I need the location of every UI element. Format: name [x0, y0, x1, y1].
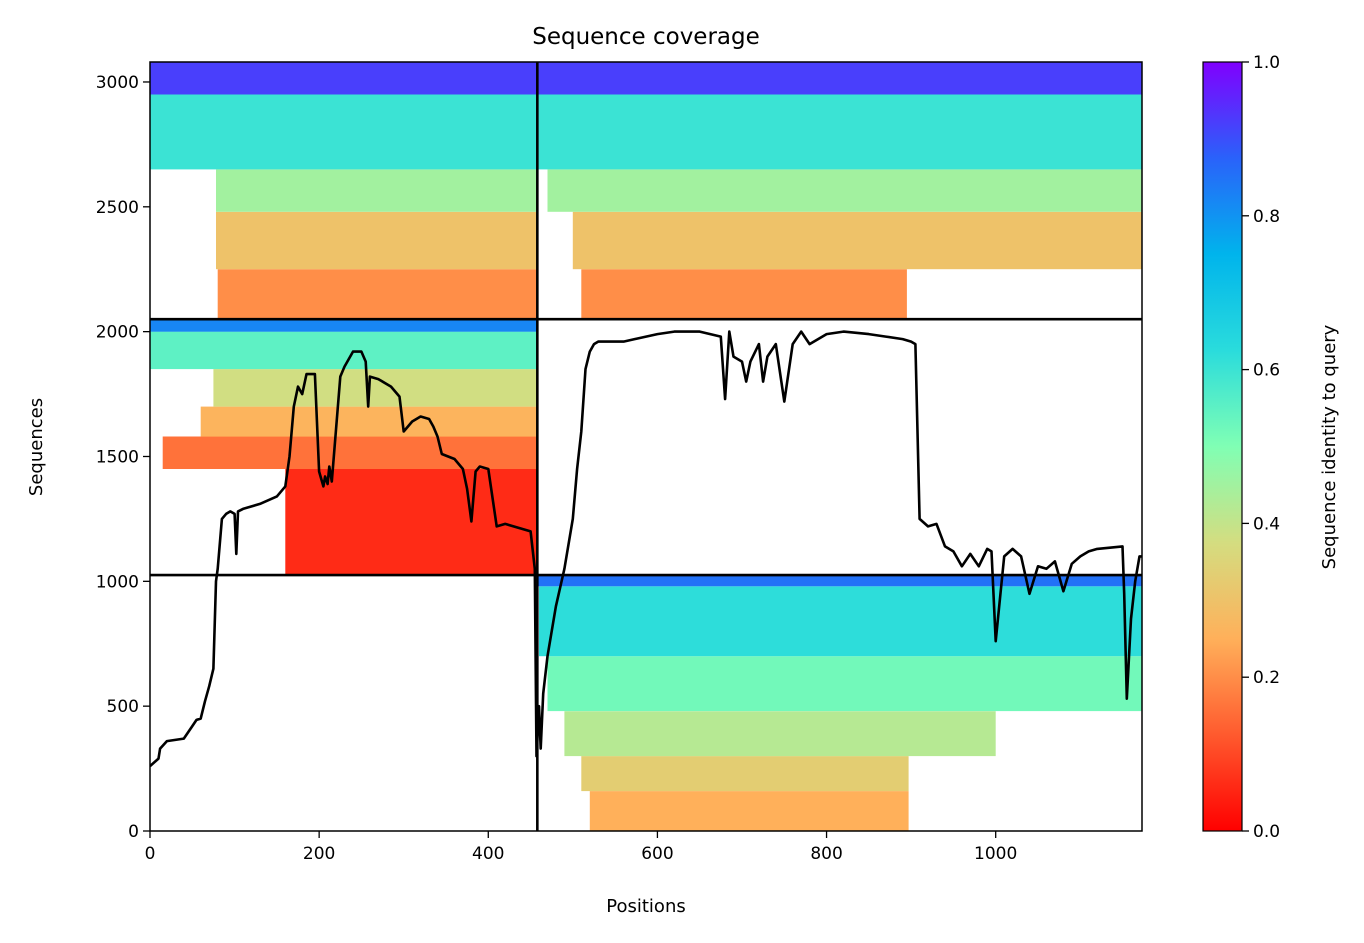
colorbar-tick-label: 1.0	[1253, 53, 1280, 73]
block-lower-right-band-2	[564, 711, 996, 757]
colorbar-label: Sequence identity to query	[1319, 324, 1340, 569]
colorbar	[1202, 61, 1243, 832]
block-lower-right-band-4	[539, 586, 1142, 657]
x-tick-label: 200	[303, 844, 335, 864]
block-lower-right-band-3	[547, 656, 1142, 712]
block-lower-right-band-1	[581, 756, 909, 792]
block-upper-right-band-0	[581, 269, 907, 320]
colorbar-tick-label: 0.0	[1253, 822, 1280, 842]
y-tick-label: 2000	[96, 323, 139, 343]
x-axis: 0 200 400 600 800 1000	[145, 831, 1017, 864]
block-middle-left-band-4	[150, 331, 538, 370]
block-upper-left-band-1	[216, 211, 538, 270]
block-upper-right-band-2	[547, 169, 1142, 212]
colorbar-tick-label: 0.8	[1253, 207, 1280, 227]
colorbar-tick-label: 0.4	[1253, 514, 1280, 534]
block-lower-right-band-0	[589, 791, 909, 831]
y-tick-label: 1000	[96, 572, 139, 592]
block-upper-right-band-1	[572, 211, 1142, 270]
block-middle-left-band-3	[213, 369, 538, 407]
block-upper-right-band-3	[537, 94, 1142, 170]
x-tick-label: 400	[472, 844, 504, 864]
colorbar-ticks: 0.0 0.2 0.4 0.6 0.8 1.0	[1242, 53, 1280, 842]
y-tick-label: 1500	[96, 447, 139, 467]
y-tick-label: 500	[107, 697, 139, 717]
block-upper-left-band-0	[217, 269, 538, 320]
x-tick-label: 1000	[974, 844, 1017, 864]
x-tick-label: 600	[641, 844, 673, 864]
coverage-line	[150, 330, 1142, 768]
x-axis-label: Positions	[606, 896, 685, 917]
block-middle-left-band-5	[150, 319, 538, 332]
plot-frame	[149, 61, 1143, 832]
y-tick-label: 3000	[96, 73, 139, 93]
y-axis: 0 500 1000 1500 2000 2500 3000	[96, 73, 150, 842]
block-upper-left-band-2	[216, 169, 538, 212]
y-tick-label: 2500	[96, 198, 139, 218]
heatmap-layer	[150, 62, 1142, 831]
block-upper-left-band-3	[150, 94, 538, 170]
block-upper-right-band-4	[537, 62, 1142, 95]
block-separators	[150, 62, 1142, 831]
block-lower-right-band-5	[537, 575, 1142, 587]
block-middle-left-band-2	[200, 406, 538, 437]
y-axis-label: Sequences	[26, 398, 47, 496]
colorbar-tick-label: 0.2	[1253, 668, 1280, 688]
x-tick-label: 800	[810, 844, 842, 864]
block-middle-left-band-1	[162, 436, 538, 469]
chart-title: Sequence coverage	[532, 24, 760, 50]
block-upper-left-band-4	[150, 62, 538, 95]
colorbar-tick-label: 0.6	[1253, 361, 1280, 381]
x-tick-label: 0	[145, 844, 156, 864]
y-tick-label: 0	[128, 822, 139, 842]
